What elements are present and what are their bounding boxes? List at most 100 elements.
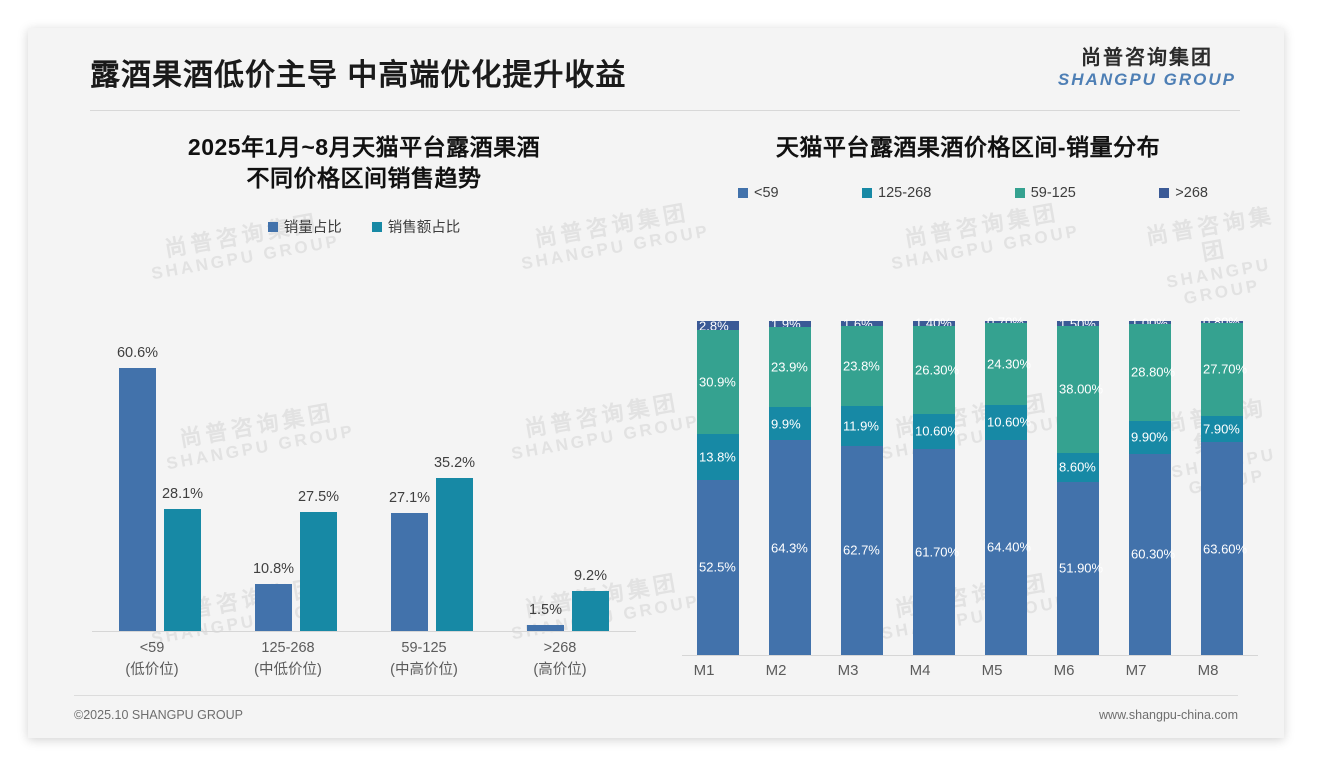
stack-segment[interactable]: 51.90% [1057, 481, 1103, 655]
bar-group: 27.1% 35.2% [364, 335, 500, 631]
logo-english-text: SHANGPU GROUP [1057, 70, 1236, 89]
stack-segment[interactable]: 9.9% [769, 407, 811, 441]
stack-segment[interactable]: 10.60% [985, 404, 1031, 440]
legend-swatch-icon [862, 188, 873, 199]
stack-column[interactable]: 0.80% 27.70% 7.90% 63.60% [1186, 315, 1258, 655]
legend-swatch-icon [1159, 188, 1170, 199]
stack-segment-label: 8.60% [1059, 459, 1096, 475]
bar[interactable] [527, 624, 564, 631]
bar[interactable] [119, 368, 156, 631]
stack-segment[interactable]: 60.30% [1129, 453, 1175, 655]
stack-column[interactable]: 1.00% 28.80% 9.90% 60.30% [1114, 315, 1186, 655]
x-axis-label: M5 [981, 662, 1003, 679]
stack-column[interactable]: 2.8% 30.9% 13.8% 52.5% [682, 318, 754, 655]
stack-segment-label: 23.9% [771, 359, 808, 375]
slide-header: 露酒果酒低价主导 中高端优化提升收益 尚普咨询集团 SHANGPU GROUP [28, 28, 1284, 116]
stack-segment[interactable]: 7.90% [1201, 415, 1243, 443]
bar[interactable] [436, 478, 473, 631]
stack-segment-label: 9.90% [1131, 429, 1168, 445]
stack-segment[interactable]: 26.30% [913, 325, 959, 414]
bar-group: 1.5% 9.2% [500, 335, 636, 631]
stacked-bar[interactable]: 0.70% 24.30% 10.60% 64.40% [985, 315, 1031, 655]
stacked-bar[interactable]: 1.50% 38.00% 8.60% 51.90% [1057, 316, 1103, 655]
bar-value-label: 60.6% [116, 345, 159, 362]
legend-label: >268 [1175, 185, 1208, 202]
legend-item-2[interactable]: 59-125 [1014, 185, 1076, 201]
bar[interactable] [164, 509, 201, 631]
stack-segment-label: 62.7% [843, 542, 880, 558]
stack-segment-label: 28.80% [1131, 364, 1176, 380]
bar-column[interactable]: 1.5% [527, 335, 564, 631]
legend-item-1[interactable]: 销售额占比 [371, 216, 460, 237]
x-axis-label: M2 [765, 662, 787, 679]
x-axis-label-range: 59-125 [401, 640, 447, 656]
stack-segment[interactable]: 38.00% [1057, 326, 1103, 453]
bar[interactable] [255, 584, 292, 631]
stacked-bar[interactable]: 1.6% 23.8% 11.9% 62.7% [841, 316, 883, 655]
stack-segment[interactable]: 52.5% [697, 479, 739, 655]
x-axis-line [92, 631, 636, 632]
legend-item-1[interactable]: 125-268 [862, 185, 931, 201]
grouped-bar-chart: 60.6% 28.1% 10.8% 27.5% 27.1% 35.2% 1.5% 9.2% [72, 332, 656, 632]
logo-chinese-text: 尚普咨询集团 [1080, 47, 1213, 69]
brand-logo: 尚普咨询集团 SHANGPU GROUP [1058, 46, 1236, 90]
stack-column[interactable]: 1.9% 23.9% 9.9% 64.3% [754, 317, 826, 655]
stack-segment[interactable]: 64.40% [985, 439, 1031, 655]
stack-segment[interactable]: 2.8% [697, 318, 739, 333]
stack-segment[interactable]: 61.70% [913, 448, 959, 655]
bar-column[interactable]: 60.6% [116, 335, 159, 631]
legend-swatch-icon [1014, 188, 1025, 199]
bar[interactable] [572, 591, 609, 631]
stack-segment[interactable]: 11.9% [841, 405, 883, 446]
bar-column[interactable]: 35.2% [434, 335, 475, 631]
bar[interactable] [300, 511, 337, 631]
stack-segment-label: 26.30% [915, 362, 960, 378]
stack-segment[interactable]: 62.7% [841, 445, 883, 655]
x-axis-label: M8 [1197, 662, 1219, 679]
footer-website: www.shangpu-china.com [1099, 708, 1238, 722]
stack-column[interactable]: 1.50% 38.00% 8.60% 51.90% [1042, 316, 1114, 655]
stack-segment[interactable]: 23.9% [769, 327, 811, 408]
legend-item-0[interactable]: 销量占比 [267, 216, 342, 237]
stack-segment-label: 63.60% [1203, 541, 1248, 557]
stack-segment[interactable]: 27.70% [1201, 323, 1247, 416]
stack-column[interactable]: 0.70% 24.30% 10.60% 64.40% [970, 315, 1042, 655]
x-axis-label: M4 [909, 662, 931, 679]
stack-segment[interactable]: 8.60% [1057, 452, 1099, 482]
x-axis-label-tier: (高价位) [533, 661, 587, 678]
header-divider [90, 110, 1240, 111]
bar-column[interactable]: 27.5% [298, 335, 339, 631]
stack-column[interactable]: 1.40% 26.30% 10.60% 61.70% [898, 316, 970, 655]
stack-segment[interactable]: 13.8% [697, 433, 739, 480]
stacked-bar[interactable]: 2.8% 30.9% 13.8% 52.5% [697, 318, 739, 655]
x-axis-line [682, 655, 1258, 656]
stack-segment[interactable]: 63.60% [1201, 442, 1247, 655]
legend-item-3[interactable]: >268 [1159, 185, 1208, 201]
right-chart-title: 天猫平台露酒果酒价格区间-销量分布 [775, 134, 1161, 160]
bar-column[interactable]: 9.2% [572, 335, 609, 631]
stack-segment[interactable]: 23.8% [841, 326, 883, 406]
stack-column[interactable]: 1.6% 23.8% 11.9% 62.7% [826, 316, 898, 655]
legend-swatch-icon [267, 221, 278, 232]
stack-segment[interactable]: 64.3% [769, 440, 811, 655]
stack-segment[interactable]: 24.30% [985, 323, 1031, 405]
stack-segment-label: 10.60% [915, 423, 960, 439]
right-chart-legend: <59 125-268 59-125 >268 [668, 185, 1268, 201]
stack-segment-label: 24.30% [987, 356, 1032, 372]
stacked-bar[interactable]: 0.80% 27.70% 7.90% 63.60% [1201, 315, 1247, 655]
stacked-bar[interactable]: 1.40% 26.30% 10.60% 61.70% [913, 316, 959, 655]
legend-item-0[interactable]: <59 [738, 185, 779, 201]
stacked-bar[interactable]: 1.00% 28.80% 9.90% 60.30% [1129, 315, 1175, 655]
bar-column[interactable]: 10.8% [253, 335, 294, 631]
x-axis-label-range: <59 [139, 640, 165, 656]
bar[interactable] [391, 513, 428, 631]
stack-segment-label: 64.3% [771, 540, 808, 556]
stack-segment[interactable]: 30.9% [697, 330, 739, 434]
stack-segment[interactable]: 28.80% [1129, 324, 1175, 421]
stack-segment[interactable]: 9.90% [1129, 420, 1171, 454]
stack-segment[interactable]: 10.60% [913, 413, 959, 449]
stack-segment-label: 52.5% [699, 559, 736, 575]
bar-column[interactable]: 28.1% [162, 335, 203, 631]
bar-column[interactable]: 27.1% [389, 335, 430, 631]
stacked-bar[interactable]: 1.9% 23.9% 9.9% 64.3% [769, 317, 811, 655]
